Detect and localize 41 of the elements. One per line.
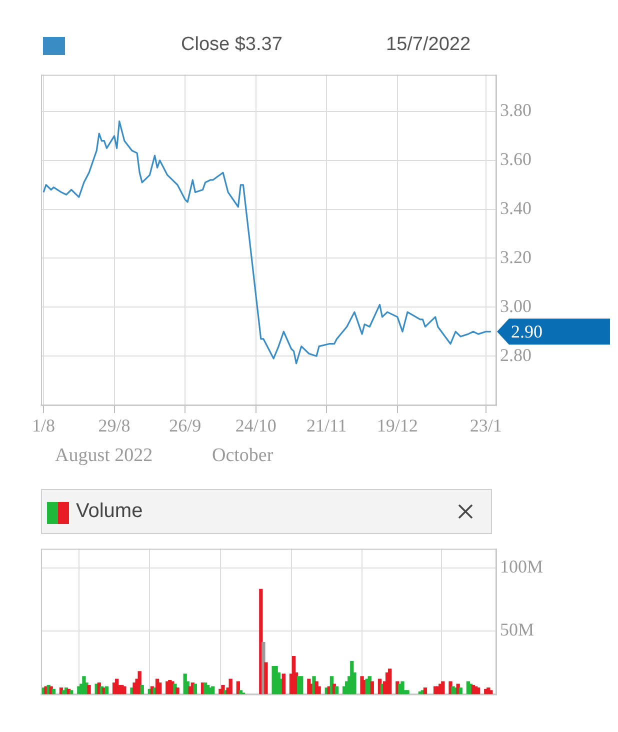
bar [176, 688, 180, 694]
bar [300, 676, 304, 694]
chart-title: Volume [76, 500, 143, 523]
y-tick-label: 3.80 [500, 100, 532, 120]
data-label: 2.90 [511, 321, 542, 342]
bar [489, 690, 493, 694]
bar [476, 688, 480, 694]
y-tick-label: 3.00 [500, 296, 532, 316]
text: October [212, 445, 274, 467]
bar [70, 690, 74, 694]
x-tick-label: 24/10 [235, 416, 276, 436]
bar [370, 681, 374, 694]
y-tick-label: 50M [500, 620, 534, 640]
y-tick-label: 3.60 [500, 149, 532, 170]
chart-title: Close $3.37 [181, 34, 282, 56]
bar [87, 685, 91, 694]
x-tick-label: 23/1 [470, 416, 502, 436]
x-tick-label: 29/8 [98, 416, 130, 436]
bar [264, 662, 268, 694]
bar [458, 688, 462, 694]
y-tick-label: 3.20 [500, 246, 532, 267]
chart-subtitle: 15/7/2022 [386, 34, 471, 56]
bar [406, 690, 410, 694]
bar [140, 685, 144, 694]
bar [334, 686, 339, 694]
bar [122, 686, 126, 694]
bar [423, 688, 428, 694]
text: August 2022 [55, 445, 153, 467]
x-tick-label: 26/9 [169, 416, 202, 436]
y-tick-label: 100M [500, 556, 544, 576]
x-tick-label: 19/12 [376, 416, 418, 436]
bar [193, 684, 198, 694]
y-tick-label: 2.80 [500, 344, 532, 365]
bar [158, 682, 162, 694]
bar [388, 668, 392, 694]
bar [282, 674, 286, 694]
bar [441, 681, 445, 694]
y-tick-label: 3.40 [500, 198, 532, 218]
bar [228, 678, 232, 694]
x-tick-label: 1/8 [32, 416, 56, 436]
x-tick-label: 21/11 [306, 416, 347, 436]
